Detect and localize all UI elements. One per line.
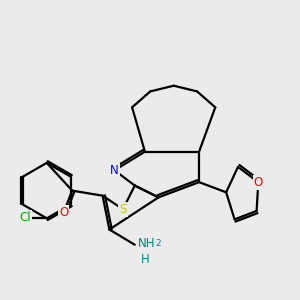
Text: O: O (254, 176, 263, 189)
Text: NH: NH (137, 237, 155, 250)
Text: N: N (110, 164, 119, 177)
Text: 2: 2 (156, 239, 161, 248)
Text: Cl: Cl (20, 211, 31, 224)
Text: H: H (140, 253, 149, 266)
Text: O: O (59, 206, 68, 219)
Text: S: S (119, 203, 127, 216)
